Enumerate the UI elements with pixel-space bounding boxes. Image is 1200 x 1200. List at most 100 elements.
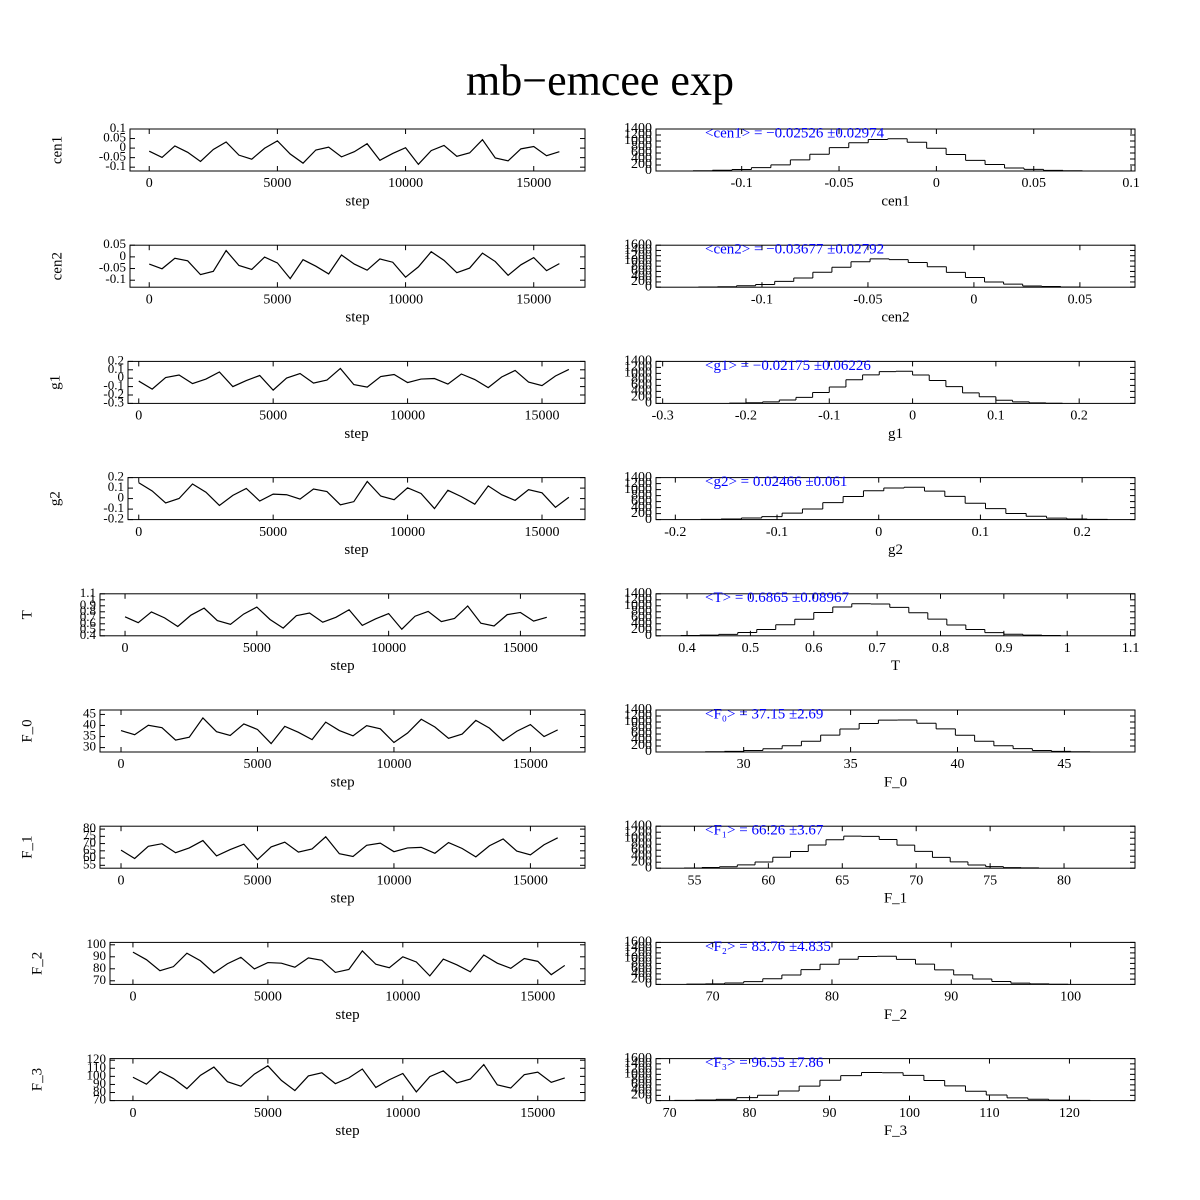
y-tick-label: 30 [83,739,96,754]
x-tick-label: 80 [825,990,839,1005]
x-tick-label: 0 [129,990,136,1005]
plot-frame [129,128,586,172]
x-tick-label: 60 [761,873,775,888]
x-axis-label: step [330,774,354,790]
y-tick-label: 60 [83,849,96,864]
x-tick-label: 5000 [254,1106,282,1121]
y-tick-label: 0.1 [110,120,126,135]
plot-frame [127,360,586,404]
y-axis-label: F_0 [19,719,35,742]
x-tick-label: 0.05 [1068,292,1093,307]
x-tick-label: 5000 [259,409,287,424]
x-tick-label: 15000 [516,176,551,191]
y-tick-label: 1000 [624,1067,652,1082]
y-tick-label: 80 [93,960,106,975]
trace-line [138,367,570,391]
y-axis-label: F_1 [19,836,35,859]
y-axis-label: F_3 [29,1068,45,1091]
annotation: <g2> = 0.02466 ±0.061 [705,474,847,490]
y-tick-label: 1000 [624,366,652,381]
y-tick-label: 1200 [624,708,652,723]
x-tick-label: -0.3 [652,409,674,424]
y-tick-label: 200 [631,738,652,753]
y-tick-label: 1400 [624,702,652,717]
x-axis-label: T [891,658,900,674]
x-tick-label: 100 [899,1106,920,1121]
x-tick-label: 0.6 [805,641,823,656]
x-tick-label: 10000 [390,409,425,424]
annotation: <cen2> = −0.03677 ±0.02792 [705,242,884,258]
trace-line [149,249,560,280]
x-tick-label: 5000 [243,641,271,656]
x-tick-label: 10000 [376,873,411,888]
y-tick-label: 800 [631,139,652,154]
y-tick-label: 0.05 [103,130,126,145]
y-tick-label: 1200 [624,824,652,839]
y-tick-label: 1200 [624,360,652,375]
x-tick-label: 0 [129,1106,136,1121]
plot-frame [655,477,1136,521]
y-tick-label: 400 [631,151,652,166]
plot-frame [655,825,1136,869]
x-axis-label: step [335,1007,359,1023]
x-axis-label: cen1 [881,193,909,209]
y-tick-label: 70 [83,835,96,850]
y-tick-label: 600 [631,1077,652,1092]
x-tick-label: 75 [983,873,997,888]
x-tick-label: 0.1 [972,525,990,540]
y-tick-label: 0 [118,490,125,505]
x-tick-label: 15000 [524,525,559,540]
y-tick-label: 600 [631,145,652,160]
y-tick-label: 1.1 [80,585,96,600]
y-axis-label: cen2 [49,252,65,280]
y-tick-label: 0 [645,744,652,759]
x-axis-label: cen2 [881,310,909,326]
x-tick-label: 40 [951,757,965,772]
x-axis-label: step [335,1123,359,1139]
x-axis-label: F_0 [884,774,907,790]
x-tick-label: 10000 [385,1106,420,1121]
y-tick-label: 90 [93,1075,106,1090]
x-tick-label: 0.1 [1122,176,1140,191]
x-axis-label: F_1 [884,891,907,907]
y-tick-label: 800 [631,1072,652,1087]
x-tick-label: 0.5 [742,641,760,656]
y-tick-label: 1000 [624,950,652,965]
x-tick-label: 0.2 [1070,409,1088,424]
x-tick-label: 5000 [263,292,291,307]
y-tick-label: 400 [631,848,652,863]
y-tick-label: 0 [645,628,652,643]
y-tick-label: 1400 [624,243,652,258]
y-tick-label: 1200 [624,248,652,263]
y-tick-label: 100 [87,936,107,951]
y-tick-label: -0.3 [103,394,124,409]
trace-line [120,835,558,861]
y-tick-label: 0.1 [108,361,124,376]
y-tick-label: 800 [631,372,652,387]
y-tick-label: 200 [631,854,652,869]
x-tick-label: 5000 [254,990,282,1005]
y-tick-label: 0.9 [80,597,96,612]
x-tick-label: 0 [909,409,916,424]
x-tick-label: -0.1 [731,176,753,191]
annotation: <F₂> = 83.76 ±4.835 [705,939,831,955]
y-tick-label: 0.4 [80,627,97,642]
plot-frame [655,593,1136,637]
y-tick-label: 1200 [624,476,652,491]
x-axis-label: F_3 [884,1123,907,1139]
y-tick-label: -0.1 [103,378,124,393]
y-tick-label: 400 [631,384,652,399]
x-tick-label: 15000 [513,757,548,772]
y-axis-label: g1 [47,375,63,390]
x-tick-label: 70 [909,873,923,888]
x-tick-label: 0.1 [987,409,1005,424]
y-tick-label: 80 [83,820,96,835]
x-tick-label: 0 [135,409,142,424]
y-tick-label: 1 [90,591,97,606]
x-tick-label: 0.05 [1021,176,1046,191]
y-tick-label: 1200 [624,127,652,142]
y-tick-label: 400 [631,966,652,981]
y-tick-label: 200 [631,622,652,637]
x-axis-label: step [345,310,369,326]
